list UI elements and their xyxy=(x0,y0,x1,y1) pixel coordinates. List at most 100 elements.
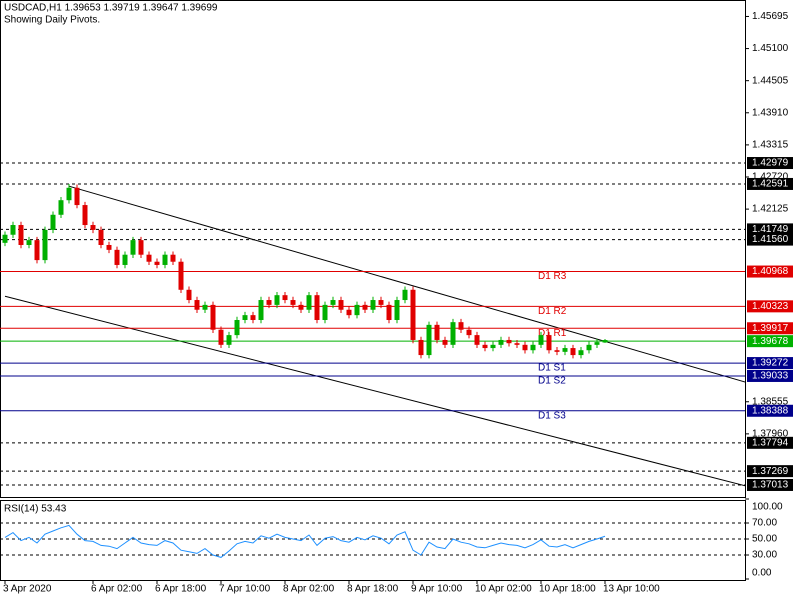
candle-body xyxy=(546,335,552,351)
chart-subtitle: Showing Daily Pivots. xyxy=(4,15,100,26)
candle-body xyxy=(442,339,448,345)
y-tick-label: 50.00 xyxy=(752,534,777,545)
candle-body xyxy=(66,187,72,201)
level-label: 1.40968 xyxy=(752,266,789,277)
trendline xyxy=(68,185,745,383)
candle-body xyxy=(490,344,496,349)
level-label-box xyxy=(747,404,793,417)
candle-body xyxy=(402,289,408,301)
candle-body xyxy=(218,329,224,345)
candle-body xyxy=(34,240,40,261)
y-tick-label: 1.42720 xyxy=(752,172,789,183)
candle-body xyxy=(10,225,16,235)
level-label: 1.41749 xyxy=(752,224,789,235)
y-tick-label: 70.00 xyxy=(752,518,777,529)
pivot-name: D1 R3 xyxy=(538,271,567,282)
x-tick-label: 9 Apr 10:00 xyxy=(411,584,463,595)
candle-body xyxy=(458,322,464,330)
level-label: 1.42979 xyxy=(752,158,789,169)
level-label: 1.39272 xyxy=(752,358,789,369)
candle-body xyxy=(18,225,24,245)
x-tick-label: 10 Apr 02:00 xyxy=(475,584,532,595)
candle-body xyxy=(98,229,104,245)
candle-body xyxy=(42,229,48,261)
pivot-name: D1 S3 xyxy=(538,410,566,421)
candle-body xyxy=(90,225,96,230)
candle-body xyxy=(522,344,528,351)
y-tick-label: 1.42125 xyxy=(752,204,789,215)
candle-body xyxy=(226,335,232,345)
level-label-box xyxy=(747,478,793,491)
candle-body xyxy=(114,249,120,265)
rsi-plot xyxy=(0,522,745,558)
candle-body xyxy=(138,240,144,255)
candle-body xyxy=(362,304,368,310)
price-panel xyxy=(0,0,746,498)
candle-body xyxy=(338,300,344,310)
pivot-name: D1 S2 xyxy=(538,376,566,387)
candle-body xyxy=(186,289,192,301)
level-label: 1.42591 xyxy=(752,179,789,190)
candle-body xyxy=(450,322,456,345)
y-tick-label: 1.45695 xyxy=(752,11,789,22)
candle-body xyxy=(514,343,520,345)
candle-body xyxy=(554,350,560,352)
rsi-title: RSI(14) 53.43 xyxy=(4,504,67,515)
y-tick-label: 1.43910 xyxy=(752,107,789,118)
candle-body xyxy=(474,335,480,345)
y-tick-label: 1.38555 xyxy=(752,396,789,407)
level-label-box xyxy=(747,335,793,348)
pivot-name: D1 S1 xyxy=(538,363,566,374)
level-label-box xyxy=(747,465,793,478)
level-label: 1.39678 xyxy=(752,336,789,347)
level-label-box xyxy=(747,177,793,190)
candle-body xyxy=(378,300,384,305)
rsi-line xyxy=(4,524,606,558)
candle-body xyxy=(330,300,336,305)
candle-body xyxy=(482,344,488,349)
candle-body xyxy=(210,304,216,330)
y-tick-label: 1.37960 xyxy=(752,429,789,440)
candle-body xyxy=(322,304,328,321)
candle-body xyxy=(130,240,136,255)
level-label-box xyxy=(747,369,793,382)
level-label-box xyxy=(747,157,793,170)
candle-body xyxy=(498,339,504,345)
x-tick-label: 7 Apr 10:00 xyxy=(219,584,271,595)
candle-body xyxy=(234,320,240,336)
x-tick-label: 3 Apr 2020 xyxy=(3,584,52,595)
y-tick-label: 1.43315 xyxy=(752,140,789,151)
candle-body xyxy=(298,304,304,310)
candle-body xyxy=(530,344,536,351)
trendline xyxy=(4,295,745,487)
x-tick-label: 8 Apr 18:00 xyxy=(347,584,399,595)
rsi-panel xyxy=(0,500,746,581)
level-label: 1.39033 xyxy=(752,371,789,382)
y-tick-label: 0.00 xyxy=(752,568,772,579)
candle-body xyxy=(602,340,608,343)
candle-body xyxy=(506,339,512,344)
candle-body xyxy=(194,300,200,310)
level-label: 1.37269 xyxy=(752,466,789,477)
candle-body xyxy=(26,240,32,245)
candle-body xyxy=(314,295,320,321)
candle-body xyxy=(290,300,296,305)
pivot-name: D1 R2 xyxy=(538,306,567,317)
candle-body xyxy=(202,304,208,310)
x-tick-label: 6 Apr 02:00 xyxy=(91,584,143,595)
candle-body xyxy=(434,324,440,340)
candle-body xyxy=(106,244,112,250)
candle-body xyxy=(274,295,280,305)
candle-body xyxy=(282,295,288,301)
candle-body xyxy=(50,214,56,230)
candle-body xyxy=(346,309,352,316)
level-label: 1.38388 xyxy=(752,405,789,416)
y-tick-label: 100.00 xyxy=(752,502,783,513)
candle-body xyxy=(426,324,432,356)
candle-body xyxy=(562,348,568,352)
x-tick-label: 8 Apr 02:00 xyxy=(283,584,335,595)
candle-body xyxy=(258,300,264,321)
level-label: 1.37013 xyxy=(752,480,789,491)
candle-body xyxy=(578,350,584,356)
